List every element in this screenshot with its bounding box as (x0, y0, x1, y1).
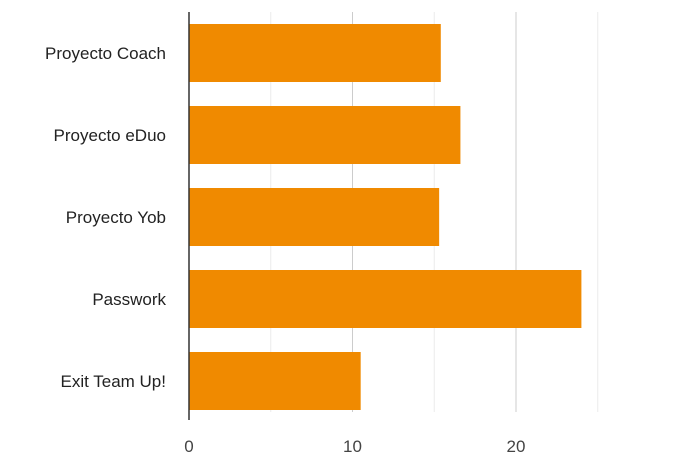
category-label: Proyecto Yob (66, 208, 166, 227)
x-tick-label: 20 (507, 437, 526, 453)
bar-exit-team-up (189, 352, 361, 410)
category-labels: Proyecto Coach Proyecto eDuo Proyecto Yob P… (45, 44, 166, 391)
bar-passwork (189, 270, 582, 328)
category-label: Exit Team Up! (60, 372, 166, 391)
bar-proyecto-coach (189, 24, 441, 82)
x-tick-label: 10 (343, 437, 362, 453)
bar-layer (189, 24, 582, 410)
x-tick-labels: 0 10 20 (184, 437, 526, 456)
category-label: Passwork (92, 290, 166, 309)
bar-proyecto-yob (189, 188, 440, 246)
category-label: Proyecto eDuo (54, 126, 166, 145)
bar-proyecto-eduo (189, 106, 461, 164)
category-label: Proyecto Coach (45, 44, 166, 63)
x-tick-label: 0 (184, 437, 193, 453)
